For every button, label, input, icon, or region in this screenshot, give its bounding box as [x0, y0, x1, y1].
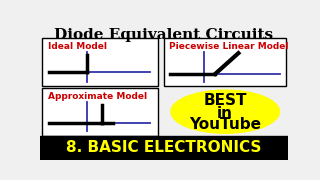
Bar [42, 38, 158, 86]
Text: Diode Equivalent Circuits: Diode Equivalent Circuits [54, 28, 274, 42]
Text: Piecewise Linear Model: Piecewise Linear Model [169, 42, 288, 51]
Text: in: in [217, 106, 233, 121]
Ellipse shape [171, 90, 279, 133]
Text: 8. BASIC ELECTRONICS: 8. BASIC ELECTRONICS [66, 140, 262, 155]
Text: BEST: BEST [204, 93, 247, 108]
Bar [40, 136, 288, 160]
Bar [42, 88, 158, 136]
Text: Approximate Model: Approximate Model [48, 92, 147, 101]
Text: YouTube: YouTube [189, 117, 261, 132]
Bar [164, 38, 286, 86]
Text: Ideal Model: Ideal Model [48, 42, 107, 51]
